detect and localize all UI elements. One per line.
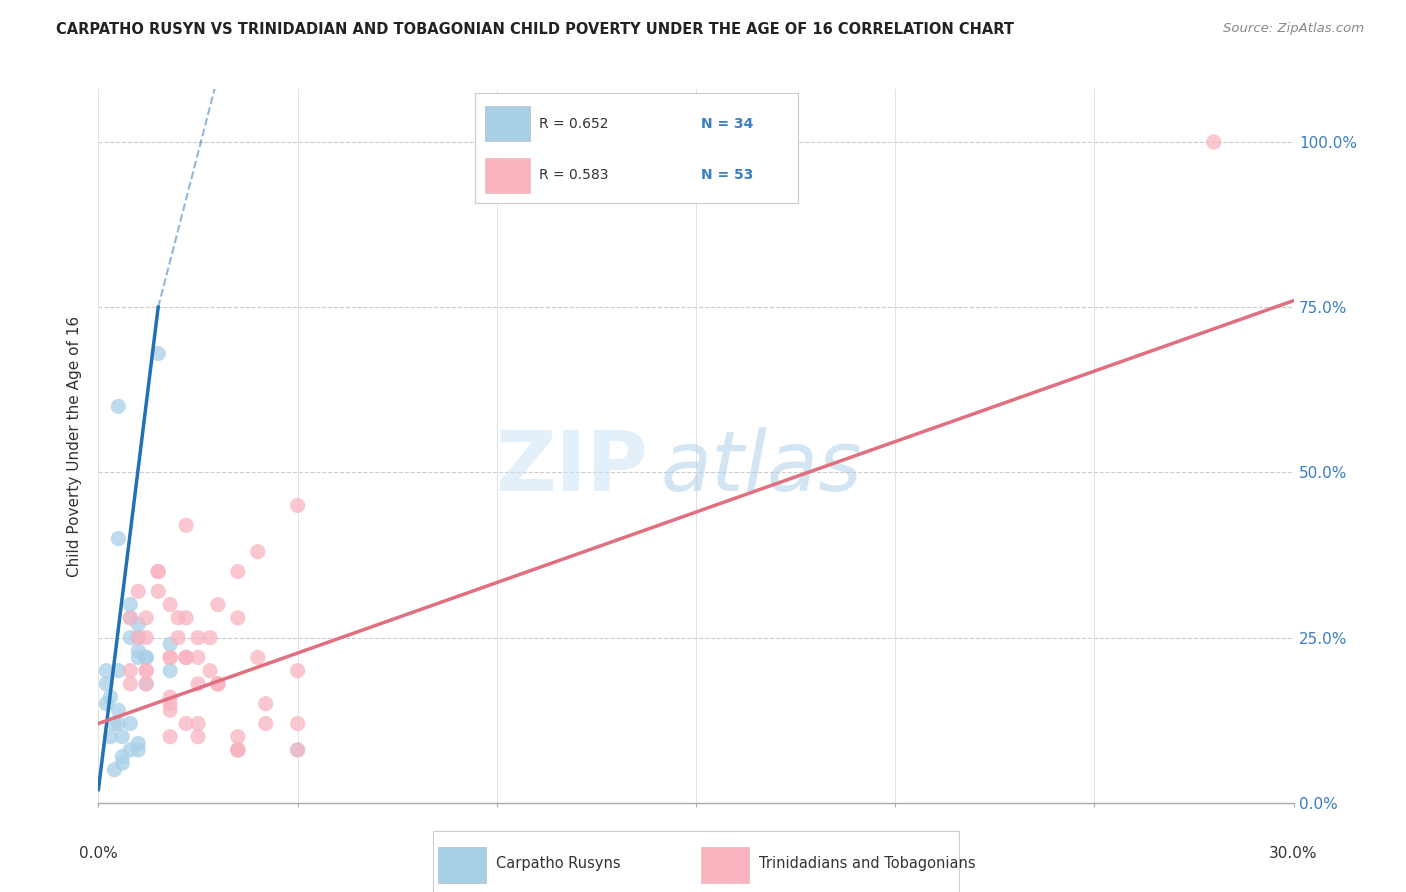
Point [135, 650, 157, 665]
Point [246, 650, 269, 665]
Point [187, 677, 209, 691]
Point [127, 617, 149, 632]
Point [167, 631, 190, 645]
Point [120, 743, 142, 757]
Point [159, 690, 181, 704]
Text: Source: ZipAtlas.com: Source: ZipAtlas.com [1223, 22, 1364, 36]
Point [1202, 135, 1225, 149]
Point [120, 611, 142, 625]
Point [187, 716, 209, 731]
Y-axis label: Child Poverty Under the Age of 16: Child Poverty Under the Age of 16 [67, 316, 83, 576]
Point [135, 650, 157, 665]
Text: 0.0%: 0.0% [79, 846, 118, 861]
Point [103, 716, 125, 731]
Point [120, 664, 142, 678]
Point [120, 677, 142, 691]
Point [127, 631, 149, 645]
Point [96, 677, 118, 691]
Point [226, 743, 249, 757]
Point [107, 664, 129, 678]
Point [174, 650, 197, 665]
Point [254, 697, 277, 711]
Point [111, 756, 134, 771]
Point [287, 743, 309, 757]
Point [287, 499, 309, 513]
Point [159, 664, 181, 678]
Point [135, 677, 157, 691]
Point [246, 545, 269, 559]
Point [198, 631, 221, 645]
Point [187, 650, 209, 665]
Point [120, 716, 142, 731]
Point [120, 598, 142, 612]
Point [287, 664, 309, 678]
Point [226, 743, 249, 757]
Point [127, 736, 149, 750]
Point [135, 664, 157, 678]
Point [111, 749, 134, 764]
Text: ZIP: ZIP [496, 427, 648, 508]
Point [120, 631, 142, 645]
Point [111, 730, 134, 744]
Point [135, 631, 157, 645]
Point [159, 598, 181, 612]
Point [174, 716, 197, 731]
Point [107, 703, 129, 717]
Text: 30.0%: 30.0% [1270, 846, 1317, 861]
Point [174, 650, 197, 665]
Point [174, 650, 197, 665]
Point [159, 650, 181, 665]
Point [174, 611, 197, 625]
Point [159, 650, 181, 665]
Point [135, 664, 157, 678]
Point [98, 690, 122, 704]
Point [207, 677, 229, 691]
Point [207, 677, 229, 691]
Point [148, 584, 170, 599]
Point [135, 611, 157, 625]
Point [226, 743, 249, 757]
Point [103, 763, 125, 777]
Point [187, 631, 209, 645]
Point [207, 677, 229, 691]
Point [135, 677, 157, 691]
Point [127, 631, 149, 645]
Point [226, 611, 249, 625]
Point [127, 650, 149, 665]
Point [174, 518, 197, 533]
Point [148, 565, 170, 579]
Text: atlas: atlas [661, 427, 862, 508]
Point [120, 611, 142, 625]
Point [159, 703, 181, 717]
Point [226, 730, 249, 744]
Point [226, 565, 249, 579]
Point [96, 697, 118, 711]
Point [107, 400, 129, 414]
Point [167, 611, 190, 625]
Point [107, 716, 129, 731]
Point [187, 730, 209, 744]
Point [159, 730, 181, 744]
Point [127, 743, 149, 757]
Point [287, 716, 309, 731]
Point [148, 565, 170, 579]
Text: CARPATHO RUSYN VS TRINIDADIAN AND TOBAGONIAN CHILD POVERTY UNDER THE AGE OF 16 C: CARPATHO RUSYN VS TRINIDADIAN AND TOBAGO… [56, 22, 1014, 37]
Point [148, 346, 170, 360]
Point [254, 716, 277, 731]
Point [159, 697, 181, 711]
Point [198, 664, 221, 678]
Point [207, 598, 229, 612]
Point [127, 584, 149, 599]
Point [287, 743, 309, 757]
Point [127, 644, 149, 658]
Point [107, 532, 129, 546]
Point [96, 664, 118, 678]
Point [159, 637, 181, 651]
Point [98, 730, 122, 744]
